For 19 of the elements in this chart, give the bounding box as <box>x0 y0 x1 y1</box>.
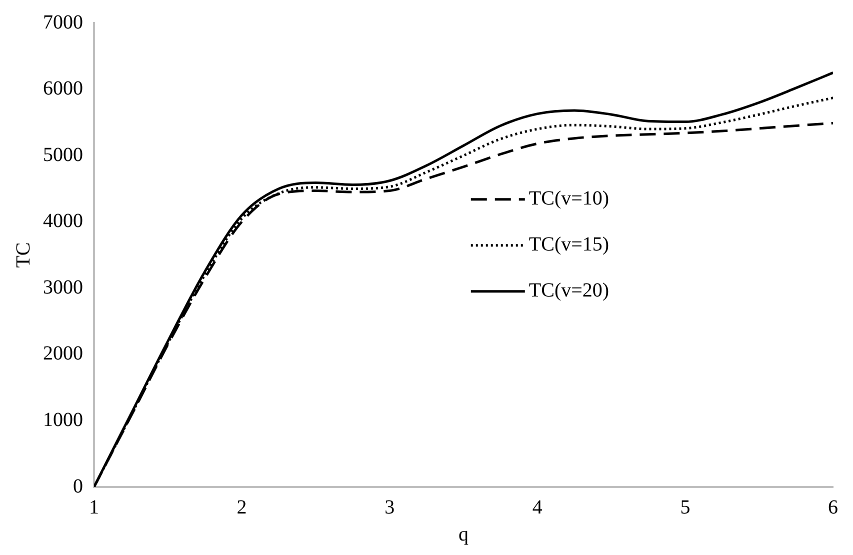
y-axis-title: TC <box>12 242 34 268</box>
x-tick-label: 6 <box>828 496 838 518</box>
y-tick-label: 3000 <box>43 276 83 298</box>
x-tick-label: 1 <box>89 496 99 518</box>
legend-label: TC(v=15) <box>528 234 610 256</box>
y-tick-label: 4000 <box>43 210 83 232</box>
y-tick-label: 2000 <box>43 342 83 365</box>
y-tick-label: 7000 <box>43 11 83 34</box>
y-tick-label: 5000 <box>43 144 83 166</box>
x-tick-label: 3 <box>384 496 395 518</box>
x-tick-label: 2 <box>236 496 247 518</box>
legend-label: TC(v=10) <box>528 188 610 210</box>
y-tick-label: 1000 <box>43 408 83 431</box>
x-axis-title: q <box>458 523 468 546</box>
y-tick-label: 0 <box>73 475 83 498</box>
y-tick-label: 6000 <box>43 78 83 100</box>
legend-label: TC(v=20) <box>528 280 610 302</box>
x-tick-label: 5 <box>680 496 690 518</box>
x-tick-label: 4 <box>532 496 542 518</box>
